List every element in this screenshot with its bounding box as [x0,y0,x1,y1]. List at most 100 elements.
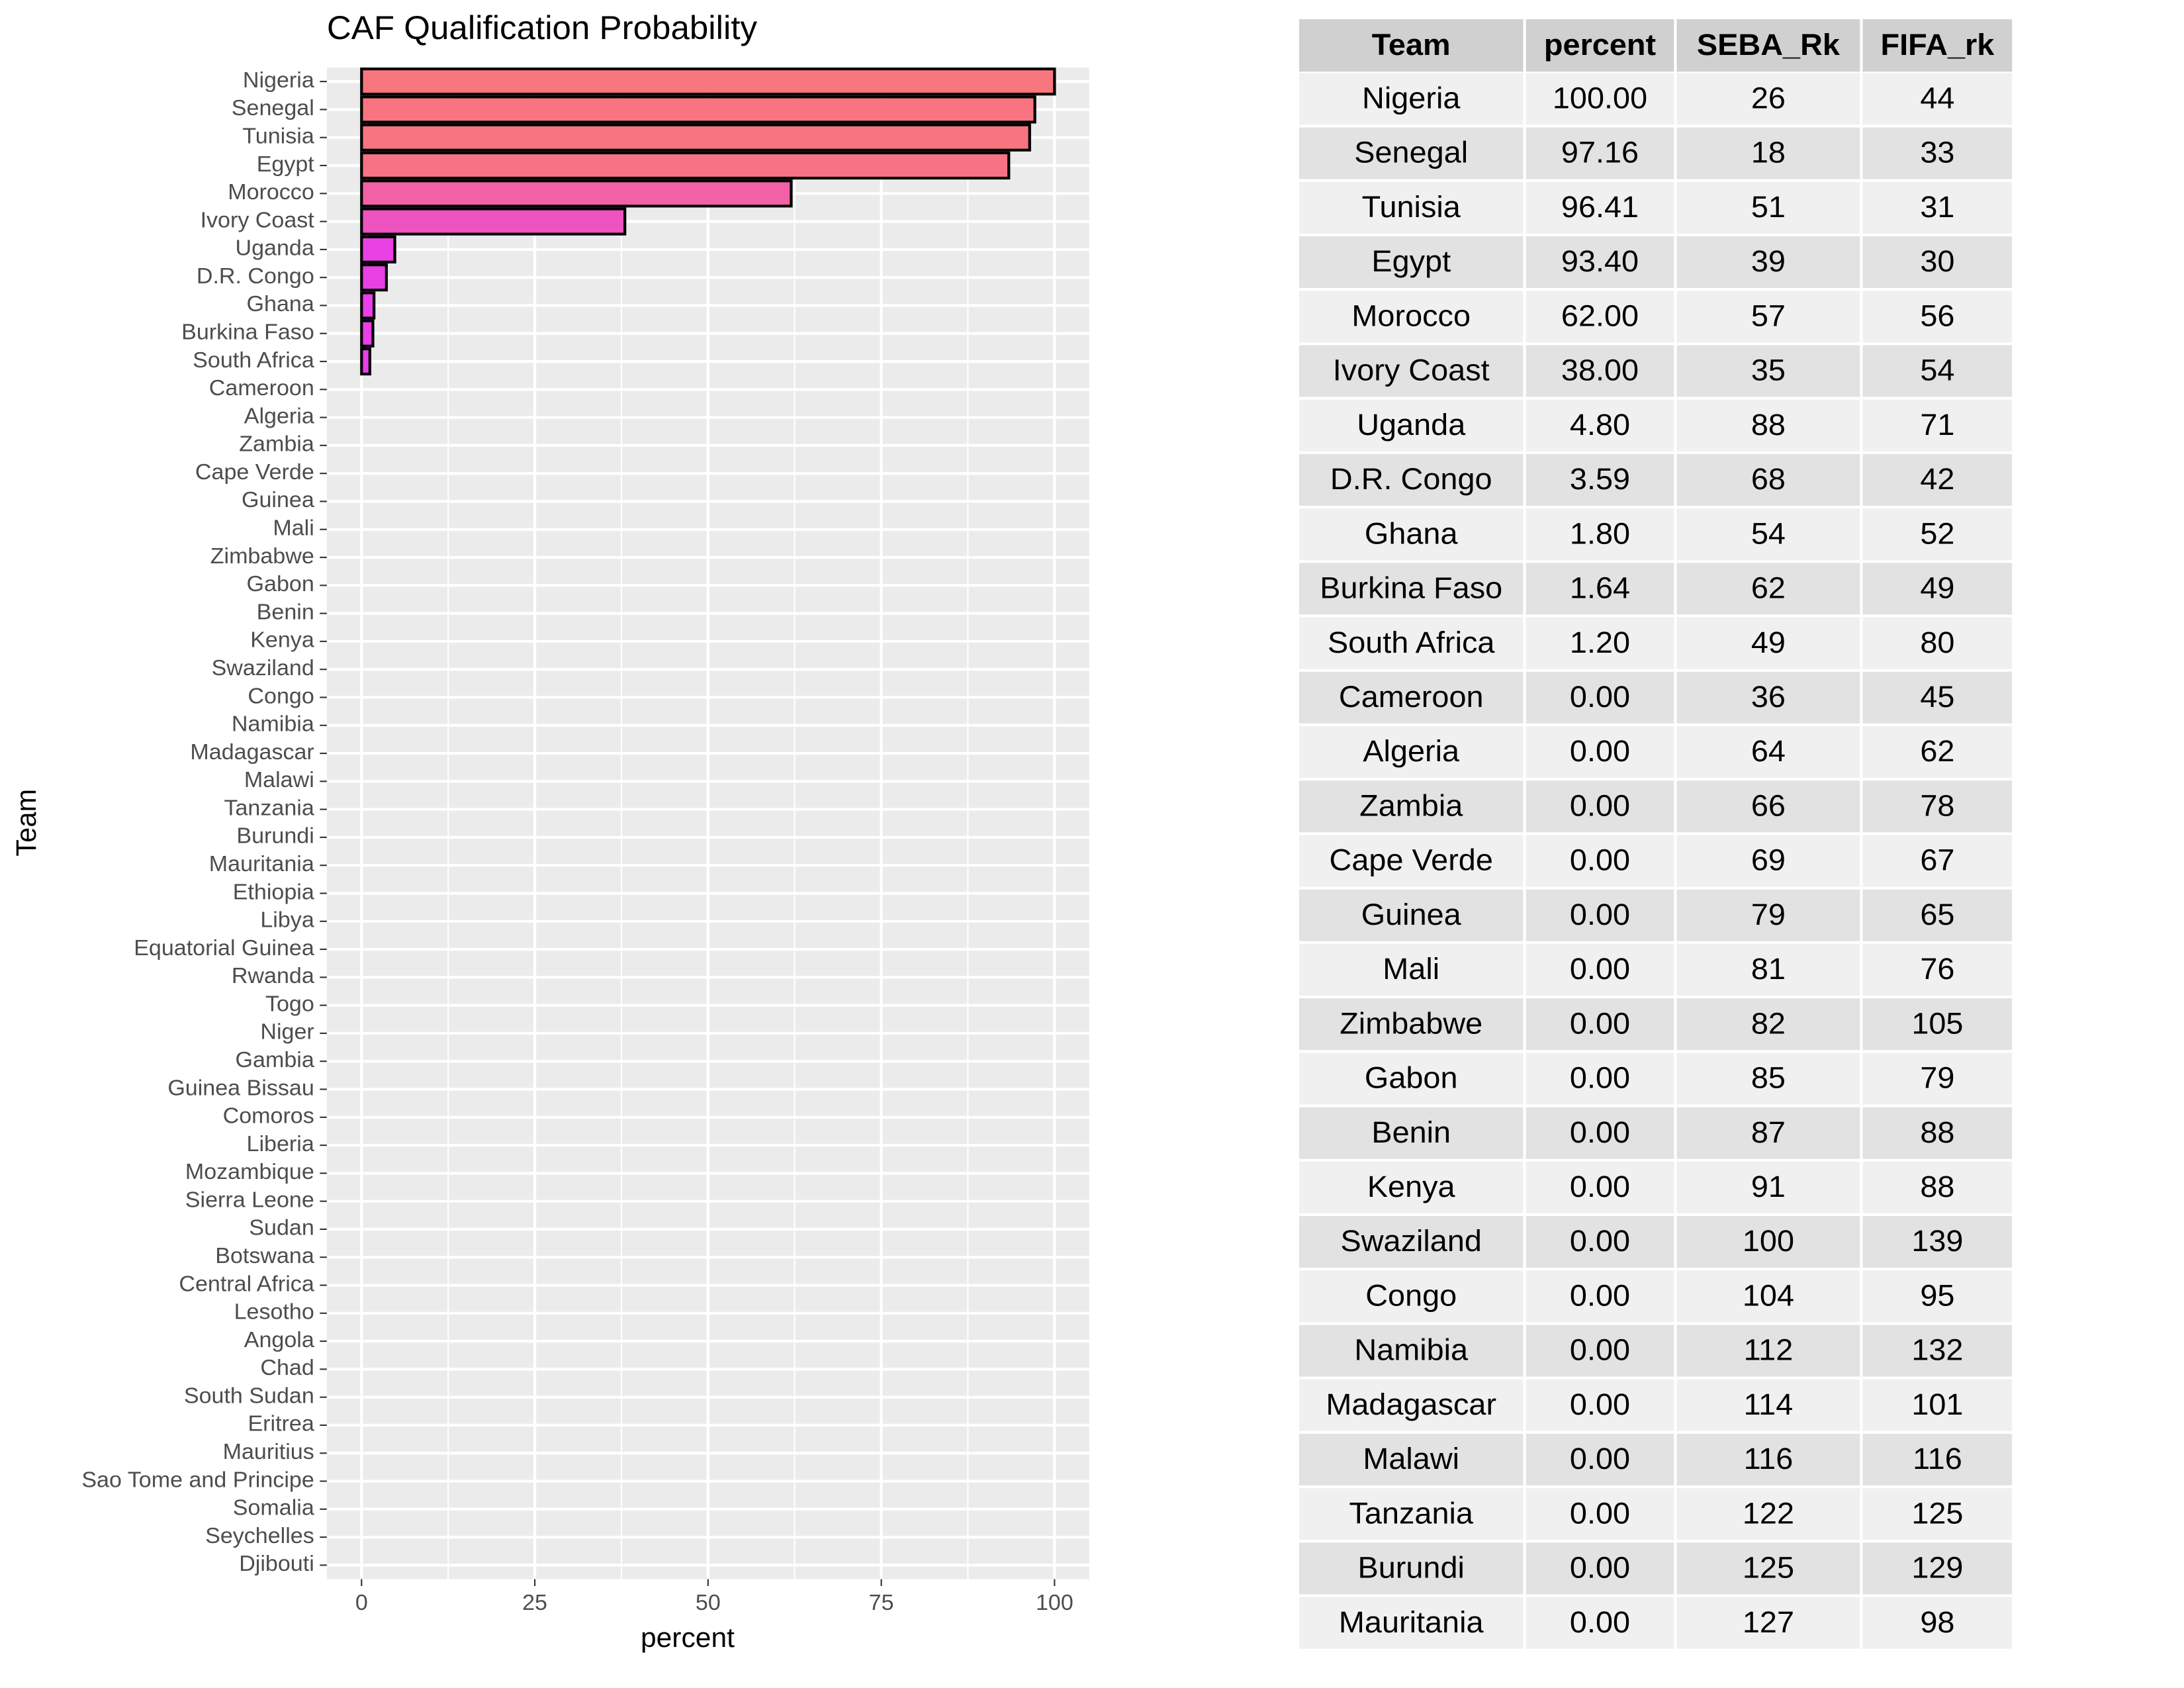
table-cell [1525,943,1674,996]
y-tick-label: Sudan [249,1216,314,1241]
y-tick-label: Mozambique [185,1160,314,1184]
table-header: percent [1544,27,1656,61]
table-cell-text: 54 [1920,353,1954,387]
table-cell [1298,1488,1524,1540]
bar [360,235,396,263]
table-cell [1298,1325,1524,1377]
table-cell [1525,1161,1674,1213]
table-cell [1525,236,1674,289]
table-cell-text: Namibia [1354,1333,1468,1366]
table-cell-text: Congo [1365,1278,1457,1312]
table-cell-text: 112 [1744,1333,1794,1366]
table-cell [1676,889,1860,941]
y-tick-label: Benin [257,600,314,625]
table-cell [1862,1488,2013,1540]
y-tick-label: Tanzania [224,796,314,821]
table-cell-text: 0.00 [1570,1333,1630,1366]
table-cell-text: Ivory Coast [1333,353,1490,387]
table-cell [1862,453,2013,506]
table-cell-text: Zambia [1359,788,1463,822]
y-tick-label: Rwanda [232,964,314,988]
table-cell-text: 0.00 [1570,897,1630,931]
table-cell-text: 45 [1920,679,1954,713]
table-cell-text: 67 [1920,843,1954,876]
table-cell-text: Burkina Faso [1320,571,1502,604]
y-tick-label: Burundi [236,824,314,849]
y-tick-label: Gabon [247,572,314,596]
y-tick-label: D.R. Congo [197,264,314,289]
table-cell [1525,73,1674,125]
y-tick-label: Zimbabwe [210,544,314,569]
table-cell [1862,1053,2013,1105]
table-cell [1525,508,1674,561]
table-cell-text: 18 [1751,135,1786,169]
table-cell-text: 81 [1751,952,1786,986]
table-cell [1525,127,1674,179]
table-cell-text: 71 [1920,407,1954,441]
table-cell-text: 127 [1743,1605,1794,1638]
y-tick-label: Cameroon [209,376,314,400]
table-cell-text: Nigeria [1362,81,1461,115]
table-cell [1676,181,1860,234]
table-cell-text: 0.00 [1570,1170,1630,1203]
y-tick-label: Botswana [215,1244,314,1268]
table-cell [1862,1161,2013,1213]
table-cell [1525,780,1674,833]
y-tick-label: Nigeria [243,68,314,93]
table-cell-text: 35 [1751,353,1786,387]
table-cell-text: 79 [1920,1060,1954,1094]
table-cell [1525,889,1674,941]
table-cell [1298,617,1524,669]
table-cell-text: Madagascar [1326,1387,1496,1421]
table-cell [1862,73,2013,125]
table-cell-text: 54 [1751,516,1786,550]
table-cell-text: 39 [1751,244,1786,278]
table-cell [1676,291,1860,343]
table-cell-text: 0.00 [1570,952,1630,986]
y-tick-label: Morocco [228,180,314,205]
table-cell [1298,1053,1524,1105]
table-cell [1525,1270,1674,1323]
y-tick-label: Ghana [247,293,315,317]
table-cell-text: 33 [1920,135,1954,169]
y-tick-label: Swaziland [212,656,314,680]
table-cell [1676,399,1860,451]
table-cell [1676,726,1860,778]
table-cell-text: 91 [1751,1170,1786,1203]
table-cell-text: Tunisia [1362,189,1461,223]
table-cell-text: 62.00 [1561,299,1639,332]
table-cell [1298,943,1524,996]
table-cell [1298,1270,1524,1323]
bar [360,179,793,208]
table-cell [1676,73,1860,125]
table-cell [1676,1488,1860,1540]
table-cell-text: 129 [1911,1550,1963,1584]
table-cell-text: 49 [1751,625,1786,659]
y-tick-label: Togo [265,992,314,1017]
table-cell [1862,671,2013,724]
table-cell [1676,345,1860,397]
table-cell [1676,236,1860,289]
table-cell-text: 100 [1743,1224,1794,1258]
table-cell [1525,671,1674,724]
y-axis-title: Team [10,789,42,857]
y-tick-label: Ethiopia [233,880,314,905]
table-cell [1525,1053,1674,1105]
y-tick-label: Mauritius [223,1440,314,1464]
y-tick-label: Comoros [223,1104,314,1129]
bar [360,319,375,348]
table-cell-text: 80 [1920,625,1954,659]
y-tick-label: Guinea Bissau [167,1076,314,1101]
table-cell [1525,1325,1674,1377]
table-cell-text: 0.00 [1570,734,1630,768]
table-cell [1676,1433,1860,1485]
table-cell-text: 66 [1751,788,1786,822]
table-cell-text: 114 [1744,1387,1794,1421]
table-cell-text: Cameroon [1339,679,1484,713]
y-tick-label: Central Africa [179,1272,314,1297]
table-cell [1298,780,1524,833]
table-cell [1298,181,1524,234]
table-cell [1298,1379,1524,1431]
table-cell-text: 42 [1920,462,1954,496]
table-cell [1525,181,1674,234]
